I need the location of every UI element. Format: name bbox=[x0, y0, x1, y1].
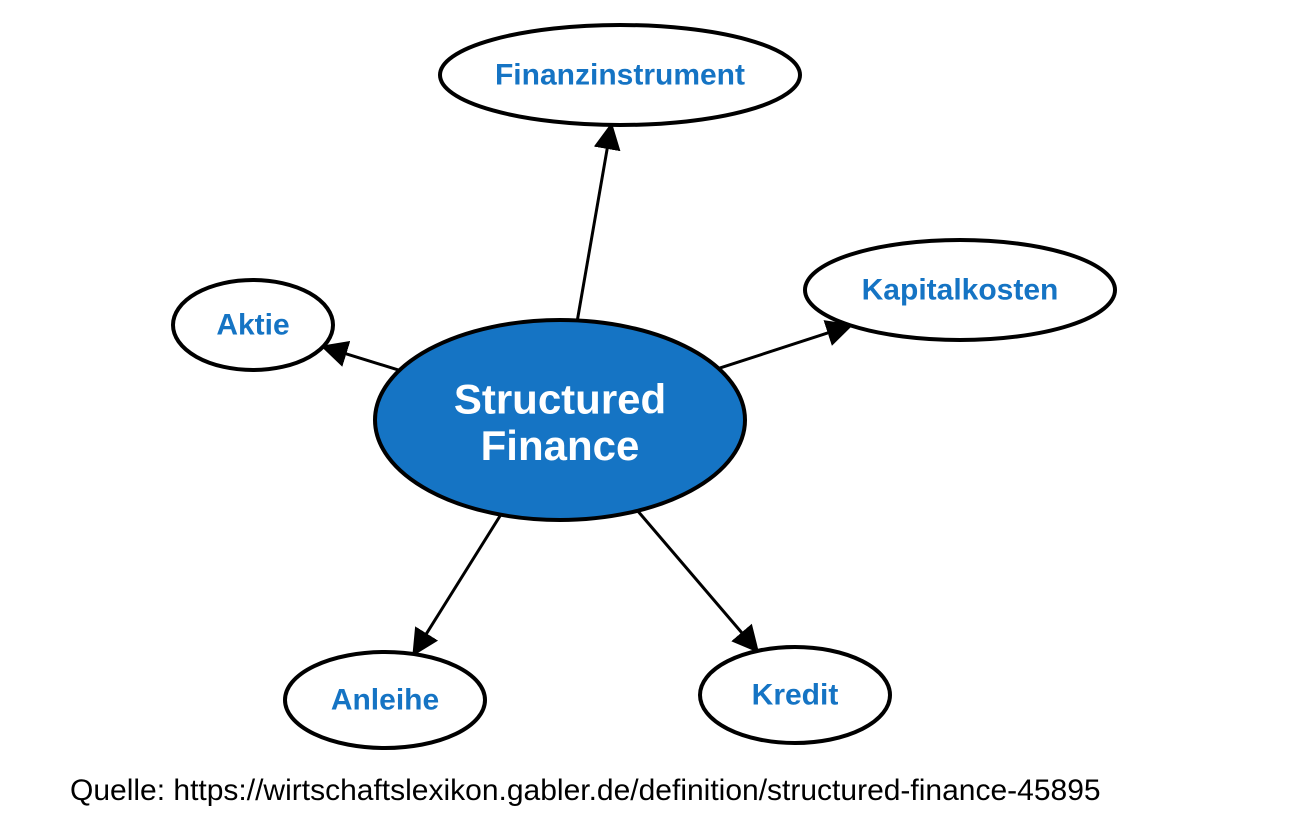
node-anleihe-label: Anleihe bbox=[331, 684, 439, 717]
node-finanzinstrument-label: Finanzinstrument bbox=[495, 59, 745, 92]
node-aktie: Aktie bbox=[173, 280, 333, 370]
node-finanzinstrument: Finanzinstrument bbox=[440, 25, 800, 125]
node-aktie-label: Aktie bbox=[216, 309, 289, 342]
node-kredit: Kredit bbox=[700, 647, 890, 743]
node-kapitalkosten: Kapitalkosten bbox=[805, 240, 1115, 340]
concept-map: Finanzinstrument Kapitalkosten Aktie Anleih… bbox=[0, 0, 1300, 839]
node-kapitalkosten-label: Kapitalkosten bbox=[862, 274, 1059, 307]
source-citation: Quelle: https://wirtschaftslexikon.gable… bbox=[70, 774, 1101, 807]
node-anleihe: Anleihe bbox=[285, 652, 485, 748]
center-node-label: StructuredFinance bbox=[454, 376, 666, 469]
node-kredit-label: Kredit bbox=[752, 679, 839, 712]
center-node: StructuredFinance bbox=[375, 320, 745, 520]
